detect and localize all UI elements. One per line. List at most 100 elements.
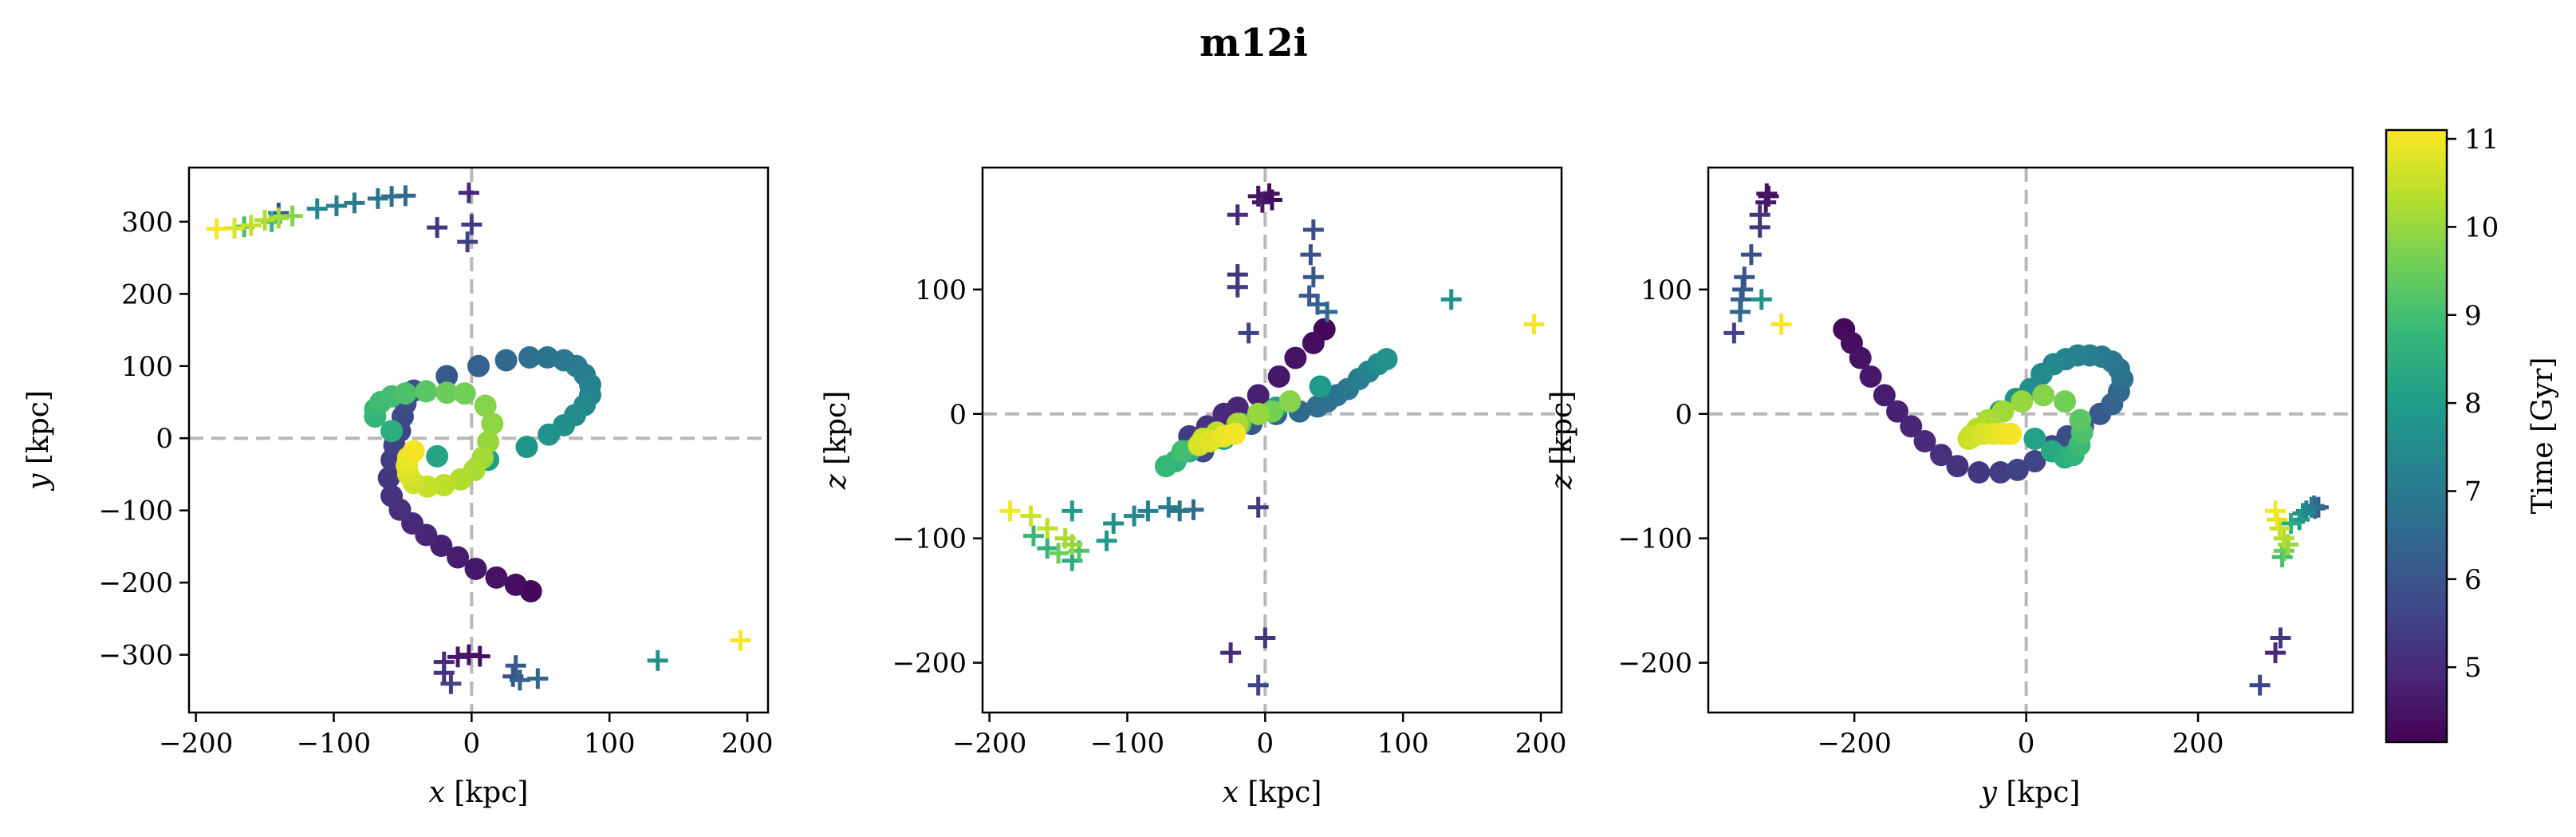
plus-marker <box>1317 301 1338 322</box>
scatter-point <box>380 420 404 443</box>
x-tick-label: 200 <box>1515 728 1567 760</box>
plus-marker <box>2270 627 2291 649</box>
scatter-point <box>1967 461 1991 484</box>
plus-marker <box>325 195 347 216</box>
plus-marker <box>1096 530 1117 551</box>
colorbar-tick-label: 7 <box>2464 476 2482 507</box>
scatter-point <box>504 573 527 596</box>
plus-marker <box>1247 496 1269 518</box>
plus-marker <box>509 669 530 691</box>
plus-marker <box>1020 505 1042 527</box>
x-tick-label: −200 <box>1817 728 1891 760</box>
scatter-point <box>536 345 559 369</box>
scatter-point <box>2006 458 2029 481</box>
y-tick-label: −200 <box>892 648 967 680</box>
colorbar-tick-label: 11 <box>2464 124 2499 156</box>
scatter-point <box>1278 390 1302 413</box>
y-tick-label: −100 <box>892 523 967 555</box>
scatter-point <box>1913 430 1936 453</box>
scatter-point <box>2054 390 2077 413</box>
scatter-point <box>377 466 400 489</box>
plus-marker <box>457 231 479 253</box>
scatter-point <box>447 546 470 569</box>
scatter-point <box>1375 348 1398 371</box>
scatter-point <box>2023 427 2046 450</box>
plus-marker <box>433 662 455 684</box>
plus-marker <box>224 217 246 239</box>
plus-marker <box>730 630 751 651</box>
plus-marker <box>381 186 403 207</box>
x-axis-label: x [kpc] <box>429 776 529 809</box>
x-tick-label: 0 <box>463 728 481 760</box>
plus-marker <box>647 649 668 671</box>
plus-marker <box>999 500 1021 522</box>
plus-marker <box>1523 314 1545 335</box>
y-tick-label: 0 <box>156 423 173 455</box>
axes-frame <box>187 166 770 714</box>
x-axis-label: x [kpc] <box>1223 776 1322 809</box>
y-axis-label: z [kpc] <box>1546 391 1578 491</box>
plus-marker <box>1238 322 1259 344</box>
plus-marker <box>1771 314 1792 335</box>
plus-marker <box>282 205 303 227</box>
plus-marker <box>1751 289 1772 310</box>
plus-marker <box>306 198 328 219</box>
plus-marker <box>1220 642 1242 664</box>
plot-area <box>1708 168 2353 713</box>
plus-marker <box>527 668 549 689</box>
colorbar-ticks: 5 6 7 8 9 10 11 <box>2447 124 2499 684</box>
y-tick-label: 200 <box>121 278 173 310</box>
colorbar-tick-label: 6 <box>2464 564 2482 596</box>
plus-marker <box>1302 266 1324 288</box>
scatter-point <box>1989 461 2012 484</box>
scatter-point <box>1859 365 1882 388</box>
figure-title: m12i <box>1199 21 1308 65</box>
scatter-point <box>464 557 487 580</box>
colorbar-label: Time [Gyr] <box>2527 357 2559 515</box>
y-tick-label: −200 <box>1618 648 1692 680</box>
scatter-point <box>380 484 404 507</box>
scatter-point <box>1223 422 1247 445</box>
scatter-point <box>432 474 455 497</box>
plus-marker <box>2273 527 2294 549</box>
scatter-point <box>426 444 449 468</box>
plus-marker <box>1247 674 1269 696</box>
plus-marker <box>1300 244 1321 266</box>
scatter-point <box>2032 384 2055 407</box>
x-tick-label: 100 <box>584 728 636 760</box>
colorbar-tick-label: 5 <box>2464 652 2482 684</box>
plus-marker <box>1723 322 1745 344</box>
plus-marker <box>2280 512 2302 534</box>
plus-marker <box>440 673 462 694</box>
y-tick-label: 300 <box>121 207 173 239</box>
x-tick-label: −200 <box>159 728 233 760</box>
plus-marker <box>344 192 365 214</box>
plus-marker <box>505 655 526 677</box>
scatter-point <box>2069 409 2092 432</box>
scatter-point <box>538 423 561 446</box>
y-tick-label: 0 <box>1675 399 1692 431</box>
plus-marker <box>2249 674 2271 696</box>
scatter-point <box>1873 384 1896 407</box>
plus-marker <box>1440 289 1462 310</box>
y-axis-label: y [kpc] <box>22 390 55 492</box>
plus-marker <box>367 188 388 209</box>
scatter-point <box>474 394 497 417</box>
plus-marker <box>1037 518 1058 539</box>
plus-marker <box>1740 244 1762 266</box>
plus-marker <box>458 644 479 665</box>
plus-marker <box>1749 216 1771 238</box>
plus-marker <box>1054 527 1076 549</box>
plus-marker <box>1227 204 1248 226</box>
plus-marker <box>1255 627 1276 649</box>
plot-area <box>983 168 1562 713</box>
scatter-point <box>515 436 538 459</box>
y-tick-label: −100 <box>1618 523 1692 555</box>
plus-marker <box>1022 525 1044 547</box>
plus-marker <box>461 214 483 235</box>
colorbar-tick-label: 9 <box>2464 300 2482 332</box>
plus-marker <box>1037 538 1058 559</box>
plus-marker <box>240 215 262 236</box>
plus-marker <box>2265 500 2286 522</box>
